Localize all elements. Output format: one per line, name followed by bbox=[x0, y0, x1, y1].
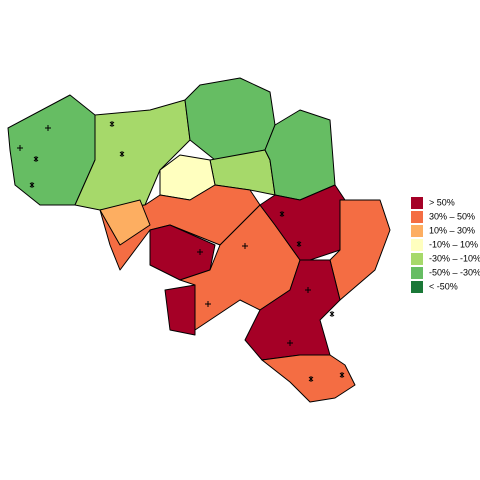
legend-swatch bbox=[411, 281, 423, 293]
legend-swatch bbox=[411, 225, 423, 237]
legend-swatch bbox=[411, 239, 423, 251]
region bbox=[184, 77, 276, 161]
legend-label: 10% – 30% bbox=[429, 225, 475, 235]
legend-swatch bbox=[411, 211, 423, 223]
legend-label: -30% – -10% bbox=[429, 253, 480, 263]
plus-symbol bbox=[17, 125, 311, 346]
star-symbol bbox=[29, 121, 345, 382]
legend-label: -50% – -30% bbox=[429, 267, 480, 277]
legend-swatch bbox=[411, 267, 423, 279]
legend-label: > 50% bbox=[429, 197, 455, 207]
region bbox=[261, 354, 356, 403]
legend-label: < -50% bbox=[429, 281, 458, 291]
region bbox=[99, 199, 151, 246]
legend-label: -10% – 10% bbox=[429, 239, 478, 249]
region bbox=[329, 199, 391, 301]
symbols bbox=[17, 121, 345, 382]
legend-swatch bbox=[411, 197, 423, 209]
region bbox=[164, 284, 196, 336]
region bbox=[74, 99, 191, 211]
regions bbox=[7, 77, 391, 403]
legend: > 50% 30% – 50% 10% – 30% -10% – 10% -30% – … bbox=[411, 197, 480, 293]
region bbox=[264, 109, 336, 201]
legend-label: 30% – 50% bbox=[429, 211, 475, 221]
legend-swatch bbox=[411, 253, 423, 265]
